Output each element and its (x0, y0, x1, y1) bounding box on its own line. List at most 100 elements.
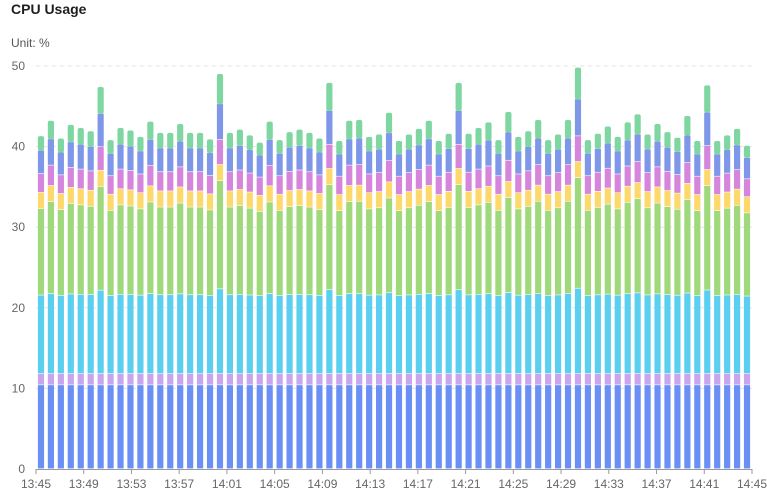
bar-segment[interactable] (594, 133, 601, 149)
bar-stack[interactable] (495, 140, 502, 469)
bar-segment[interactable] (187, 172, 194, 191)
bar-segment[interactable] (743, 213, 751, 296)
bar-segment[interactable] (455, 385, 462, 469)
bar-segment[interactable] (425, 293, 432, 374)
bar-segment[interactable] (495, 176, 502, 194)
bar-segment[interactable] (107, 385, 114, 469)
bar-segment[interactable] (714, 211, 721, 296)
bar-segment[interactable] (574, 177, 582, 288)
bar-segment[interactable] (316, 175, 323, 194)
bar-segment[interactable] (286, 385, 293, 469)
bar-segment[interactable] (694, 211, 701, 296)
bar-segment[interactable] (187, 385, 194, 469)
bar-segment[interactable] (197, 385, 204, 469)
bar-segment[interactable] (346, 293, 353, 374)
bar-segment[interactable] (226, 373, 233, 385)
bar-stack[interactable] (515, 136, 522, 469)
bar-segment[interactable] (316, 295, 323, 374)
bar-segment[interactable] (475, 373, 482, 385)
bar-segment[interactable] (734, 294, 741, 374)
bar-segment[interactable] (455, 110, 462, 144)
bar-segment[interactable] (167, 148, 174, 172)
bar-segment[interactable] (336, 154, 343, 176)
bar-segment[interactable] (564, 373, 572, 385)
bar-segment[interactable] (425, 373, 432, 385)
bar-segment[interactable] (97, 290, 104, 374)
bar-segment[interactable] (306, 295, 313, 374)
bar-stack[interactable] (475, 128, 482, 469)
bar-segment[interactable] (216, 289, 224, 374)
bar-segment[interactable] (525, 385, 532, 469)
bar-segment[interactable] (634, 161, 641, 183)
bar-segment[interactable] (306, 191, 313, 207)
bar-segment[interactable] (604, 168, 611, 188)
bar-segment[interactable] (137, 136, 144, 152)
bar-segment[interactable] (495, 373, 502, 385)
bar-segment[interactable] (505, 181, 512, 198)
bar-segment[interactable] (336, 211, 343, 296)
bar-segment[interactable] (246, 150, 253, 173)
bar-segment[interactable] (634, 134, 641, 162)
bar-segment[interactable] (395, 211, 403, 296)
bar-segment[interactable] (57, 385, 64, 469)
bar-segment[interactable] (77, 189, 84, 205)
bar-segment[interactable] (594, 172, 601, 192)
bar-segment[interactable] (206, 385, 214, 469)
bar-segment[interactable] (376, 385, 383, 469)
bar-segment[interactable] (654, 385, 661, 469)
bar-segment[interactable] (77, 373, 84, 385)
bar-segment[interactable] (336, 373, 343, 385)
bar-segment[interactable] (704, 112, 711, 146)
bar-segment[interactable] (266, 139, 273, 166)
bar-stack[interactable] (37, 136, 45, 469)
bar-segment[interactable] (77, 385, 84, 469)
bar-segment[interactable] (395, 176, 403, 195)
bar-segment[interactable] (276, 210, 283, 296)
bar-segment[interactable] (535, 385, 542, 469)
bar-segment[interactable] (385, 373, 393, 385)
bar-segment[interactable] (644, 149, 651, 173)
bar-segment[interactable] (376, 134, 383, 150)
bar-segment[interactable] (216, 180, 224, 289)
bar-segment[interactable] (37, 208, 45, 295)
bar-segment[interactable] (664, 294, 671, 374)
bar-segment[interactable] (77, 128, 84, 145)
bar-segment[interactable] (515, 295, 522, 374)
bar-segment[interactable] (246, 208, 253, 295)
bar-segment[interactable] (594, 373, 601, 385)
bar-segment[interactable] (455, 373, 462, 385)
bar-segment[interactable] (187, 191, 194, 207)
bar-segment[interactable] (405, 149, 412, 173)
bar-segment[interactable] (177, 187, 184, 203)
bar-segment[interactable] (505, 385, 512, 469)
bar-segment[interactable] (346, 201, 353, 294)
bar-stack[interactable] (127, 130, 134, 469)
bar-segment[interactable] (475, 294, 482, 374)
bar-segment[interactable] (97, 373, 104, 385)
bar-segment[interactable] (167, 373, 174, 385)
bar-stack[interactable] (286, 132, 293, 469)
bar-segment[interactable] (734, 128, 741, 146)
bar-segment[interactable] (714, 154, 721, 176)
bar-segment[interactable] (425, 201, 432, 294)
bar-segment[interactable] (316, 385, 323, 469)
bar-segment[interactable] (226, 132, 233, 149)
bar-segment[interactable] (734, 145, 741, 170)
bar-segment[interactable] (296, 385, 303, 469)
bar-segment[interactable] (57, 295, 64, 374)
bar-segment[interactable] (415, 128, 422, 146)
bar-segment[interactable] (127, 294, 134, 374)
bar-segment[interactable] (47, 293, 54, 374)
bar-segment[interactable] (743, 385, 751, 469)
bar-segment[interactable] (107, 176, 114, 194)
bar-segment[interactable] (266, 121, 273, 140)
bar-segment[interactable] (87, 385, 94, 469)
bar-segment[interactable] (87, 206, 94, 295)
bar-stack[interactable] (465, 133, 472, 469)
bar-segment[interactable] (366, 373, 373, 385)
bar-segment[interactable] (306, 172, 313, 191)
bar-segment[interactable] (624, 140, 631, 166)
bar-segment[interactable] (624, 186, 631, 203)
bar-stack[interactable] (276, 140, 283, 469)
bar-segment[interactable] (624, 166, 631, 186)
